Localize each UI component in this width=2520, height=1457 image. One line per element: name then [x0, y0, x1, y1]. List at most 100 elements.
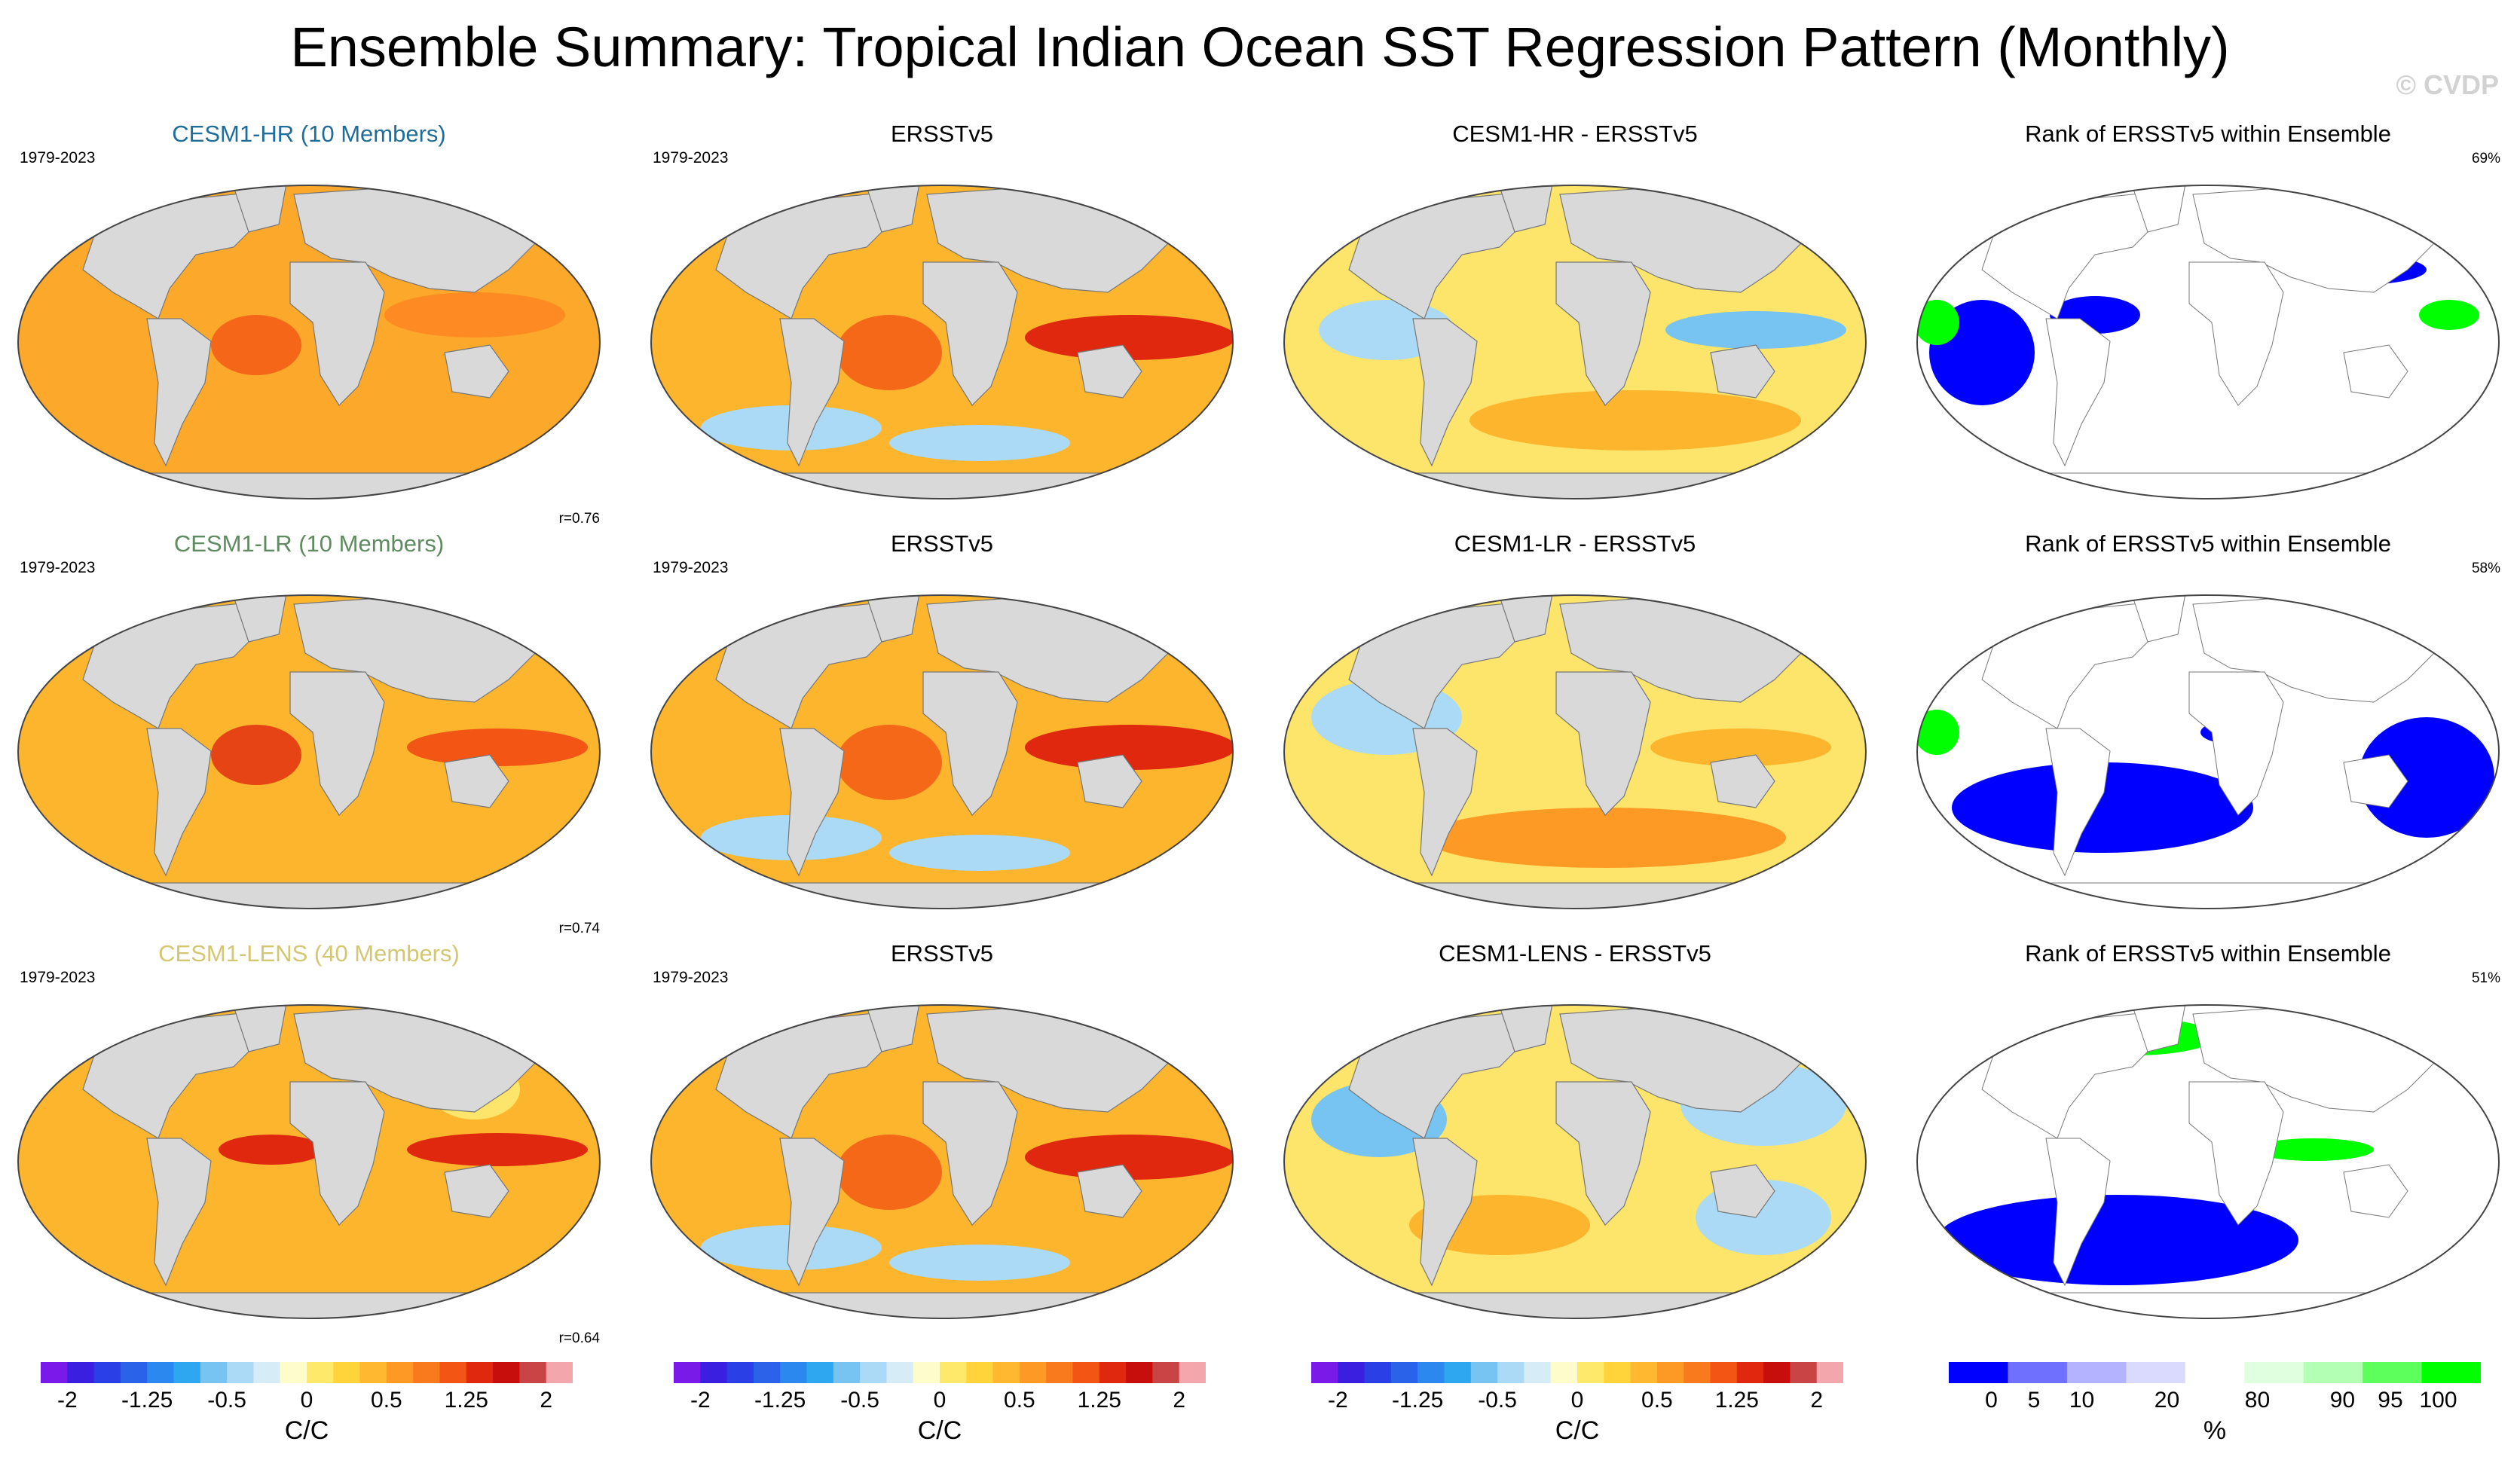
- colorbar-swatch: [2185, 1362, 2245, 1383]
- panel-title: ERSSTv5: [890, 121, 994, 147]
- panel-rank-lr: Rank of ERSSTv5 within Ensemble 58%: [1907, 530, 2509, 937]
- colorbar-swatch: [1577, 1362, 1604, 1383]
- period-label: 1979-2023: [653, 149, 729, 166]
- panel-obs-1: ERSSTv5 1979-2023: [641, 121, 1243, 527]
- colorbar-tick-label: 5: [2027, 1388, 2041, 1413]
- colorbar-tick-label: 1.25: [1077, 1388, 1121, 1413]
- map-model-lr: [17, 594, 601, 909]
- colorbar-swatch: [700, 1362, 728, 1383]
- colorbar-swatch: [992, 1362, 1020, 1383]
- colorbar-swatch: [1152, 1362, 1180, 1383]
- colorbar-tick-label: 20: [2154, 1388, 2180, 1413]
- colorbar-swatch: [1604, 1362, 1632, 1383]
- colorbar-swatch: [886, 1362, 914, 1383]
- page-title: Ensemble Summary: Tropical Indian Ocean …: [290, 16, 2230, 78]
- colorbar-swatch: [2362, 1362, 2423, 1383]
- colorbar-swatch: [2244, 1362, 2304, 1383]
- colorbar-tick-label: 0.5: [1004, 1388, 1035, 1413]
- colorbar-tick-label: 100: [2419, 1388, 2457, 1413]
- colorbar-tick-label: 0: [300, 1388, 313, 1413]
- colorbar-swatches: [1949, 1362, 2481, 1383]
- colorbar-tick-label: 0.5: [1641, 1388, 1673, 1413]
- colorbar-tick-label: -2: [1327, 1388, 1348, 1413]
- colorbar-swatch: [2126, 1362, 2186, 1383]
- colorbar-swatch: [307, 1362, 334, 1383]
- colorbar-swatch: [200, 1362, 228, 1383]
- panel-title: ERSSTv5: [890, 940, 994, 967]
- colorbar-tick-label: -0.5: [1478, 1388, 1517, 1413]
- map-obs-2: [650, 594, 1234, 909]
- colorbar-swatch: [67, 1362, 95, 1383]
- colorbar-swatch: [940, 1362, 967, 1383]
- map-rank-lr: [1916, 594, 2500, 909]
- colorbar-tick-label: 2: [1173, 1388, 1186, 1413]
- colorbar-swatch: [253, 1362, 281, 1383]
- colorbar-swatch: [466, 1362, 494, 1383]
- colorbar-tick-label: -2: [690, 1388, 711, 1413]
- colorbar-swatch: [1816, 1362, 1843, 1383]
- colorbar-swatch: [1524, 1362, 1552, 1383]
- colorbar-swatch: [359, 1362, 387, 1383]
- colorbar-tick-label: 80: [2244, 1388, 2271, 1413]
- colorbar-tick-label: 2: [540, 1388, 553, 1413]
- panel-title: CESM1-LENS - ERSSTv5: [1439, 940, 1711, 967]
- map-obs-3: [650, 1004, 1234, 1319]
- colorbar-swatch: [2421, 1362, 2481, 1383]
- colorbar-swatch: [1684, 1362, 1711, 1383]
- colorbar-swatch: [1099, 1362, 1127, 1383]
- colorbar-swatch: [753, 1362, 781, 1383]
- colorbar-tick-label: 90: [2329, 1388, 2356, 1413]
- colorbar-unit-label: C/C: [917, 1416, 962, 1445]
- colorbar-swatch: [860, 1362, 887, 1383]
- colorbar-tick-label: -1.25: [754, 1388, 806, 1413]
- colorbar-swatch: [1497, 1362, 1525, 1383]
- colorbar-swatch: [280, 1362, 307, 1383]
- panel-rank-lens: Rank of ERSSTv5 within Ensemble 51%: [1907, 940, 2509, 1347]
- rank-percent: 58%: [2471, 561, 2500, 576]
- colorbar-swatch: [1338, 1362, 1366, 1383]
- map-diff-hr: [1283, 185, 1867, 499]
- map-obs-1: [650, 185, 1234, 499]
- colorbar-swatch: [1311, 1362, 1338, 1383]
- colorbar-swatch: [780, 1362, 807, 1383]
- colorbar-tick-label: -1.25: [1391, 1388, 1444, 1413]
- colorbar-tick-label: -2: [57, 1388, 78, 1413]
- colorbar-swatch: [333, 1362, 361, 1383]
- colorbar-swatch: [546, 1362, 573, 1383]
- period-label: 1979-2023: [653, 969, 729, 986]
- colorbar-tick-label: 1.25: [1714, 1388, 1759, 1413]
- colorbar-tick-label: 1.25: [444, 1388, 488, 1413]
- pattern-correlation: r=0.76: [558, 511, 600, 527]
- panel-diff-lens: CESM1-LENS - ERSSTv5: [1274, 940, 1876, 1347]
- panel-model-lens: CESM1-LENS (40 Members) 1979-2023 r=0.64: [8, 940, 610, 1347]
- colorbar-tick-label: 10: [2069, 1388, 2095, 1413]
- colorbar-swatch: [173, 1362, 201, 1383]
- period-label: 1979-2023: [20, 149, 96, 166]
- colorbar-swatch: [439, 1362, 467, 1383]
- colorbar-swatch: [1072, 1362, 1100, 1383]
- colorbar-swatch: [519, 1362, 547, 1383]
- colorbar-sst-2: -2 -1.25 -0.5 0 0.5 1.25 2 C/C: [674, 1362, 1206, 1452]
- colorbar-swatch: [493, 1362, 520, 1383]
- colorbar-swatch: [1763, 1362, 1791, 1383]
- colorbar-tick-label: -0.5: [207, 1388, 246, 1413]
- panel-rank-hr: Rank of ERSSTv5 within Ensemble 69%: [1907, 121, 2509, 527]
- colorbar-swatches: [1311, 1362, 1843, 1383]
- rank-percent: 69%: [2471, 151, 2500, 166]
- colorbar-swatches: [41, 1362, 573, 1383]
- colorbar-swatch: [93, 1362, 121, 1383]
- colorbar-unit-label: %: [2203, 1416, 2227, 1445]
- colorbar-tick-label: 2: [1810, 1388, 1824, 1413]
- colorbar-swatch: [2066, 1362, 2127, 1383]
- panel-title: CESM1-LENS (40 Members): [158, 940, 460, 967]
- colorbar-swatch: [913, 1362, 940, 1383]
- panel-obs-3: ERSSTv5 1979-2023: [641, 940, 1243, 1347]
- colorbar-swatch: [2008, 1362, 2068, 1383]
- colorbar-swatch: [1126, 1362, 1153, 1383]
- colorbar-tick-label: 95: [2378, 1388, 2403, 1413]
- map-model-lens: [17, 1004, 601, 1319]
- map-diff-lr: [1283, 594, 1867, 909]
- map-diff-lens: [1283, 1004, 1867, 1319]
- colorbar-swatch: [1444, 1362, 1472, 1383]
- pattern-correlation: r=0.64: [558, 1330, 600, 1346]
